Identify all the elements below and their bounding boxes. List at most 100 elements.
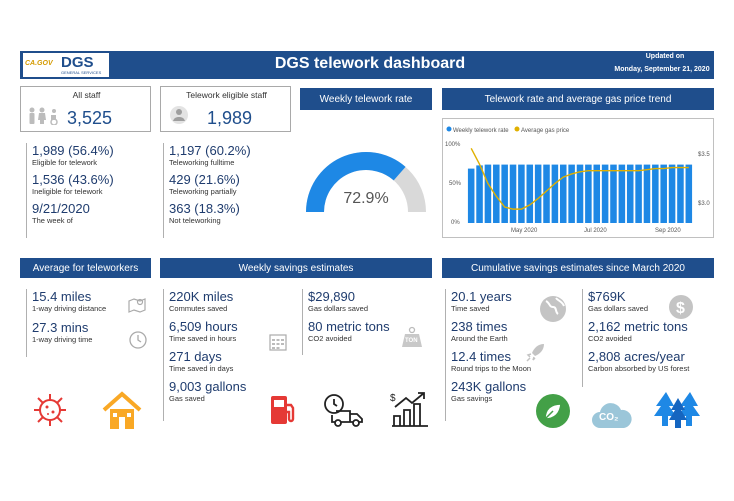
telework-rate-bar [493,164,500,223]
ton-label: TON [405,338,418,344]
telework-rate-bar [668,164,676,223]
map-pin-icon [127,295,147,320]
gas-price-line [470,148,689,210]
eligible-staff-value: 1,989 [207,108,253,128]
stat-item: 15.4 miles 1-way driving distance [32,289,107,313]
svg-text:$: $ [676,300,685,317]
co2-cloud-icon: CO₂ [590,400,634,435]
telework-rate-bar [652,164,659,223]
clock-icon [128,330,148,355]
ton-weight-icon: TON [400,326,424,353]
all-staff-label: All staff [72,90,101,100]
all-staff-card: All staff 3,525 [20,86,151,132]
telework-rate-bar [635,164,642,223]
stat-item: 6,509 hours Time saved in hours [169,319,238,343]
calendar-icon [268,332,288,357]
stat-item: 9,003 gallons Gas saved [169,379,247,403]
telework-rate-bar [626,164,634,223]
leaf-icon [535,393,571,434]
telework-rate-bar [484,164,492,223]
globe-icon [538,294,568,329]
telework-rate-bar [526,164,534,223]
eligible-staff-label: Telework eligible staff [186,90,267,100]
weekly-savings-col1: 220K miles Commutes saved 6,509 hours Time… [163,289,246,421]
svg-text:$: $ [390,393,396,404]
dgs-logo-sub: GENERAL SERVICES [61,70,102,75]
forest-icon [652,390,704,435]
eligible-staff-card: Telework eligible staff 1,989 [160,86,291,132]
telework-person-icon [169,105,189,130]
stat-item: 429 (21.6%) Teleworking partially [169,172,240,196]
teleworking-stats: 1,197 (60.2%) Teleworking fulltime 429 (2… [163,143,251,238]
telework-rate-bar [501,164,508,223]
stat-item: 1,536 (43.6%) Ineligible for telework [32,172,114,196]
trend-title: Telework rate and average gas price tren… [442,88,714,110]
stat-item: 2,808 acres/year Carbon absorbed by US fo… [588,349,690,373]
stat-item: 363 (18.3%) Not teleworking [169,201,240,225]
stat-item: 220K miles Commutes saved [169,289,234,313]
dollar-coin-icon: $ [668,294,694,325]
telework-rate-bar [685,164,693,223]
legend-telework: Weekly telework rate [453,128,509,134]
stat-item: 12.4 times Round trips to the Moon [451,349,532,373]
y-tick-50: 50% [449,181,462,187]
updated-label: Updated on [645,53,685,60]
logo: CA.GOV DGS GENERAL SERVICES [23,53,109,77]
telework-rate-bar [509,164,517,223]
stat-item: $769K Gas dollars saved [588,289,649,313]
gas-pump-icon [268,393,298,432]
delivery-truck-icon [322,393,368,432]
weekly-savings-col2: $29,890 Gas dollars saved 80 metric tons C… [302,289,390,355]
stat-item: 1,197 (60.2%) Teleworking fulltime [169,143,251,167]
stat-item: 80 metric tons CO2 avoided [308,319,390,343]
updated-date: Monday, September 21, 2020 [614,66,710,73]
stat-item: 2,162 metric tons CO2 avoided [588,319,688,343]
people-icon [27,107,61,130]
house-icon [100,390,144,437]
telework-rate-bar [476,165,483,223]
co2-label: CO₂ [599,412,619,423]
gauge: 72.9% [300,140,432,225]
telework-rate-bar [643,164,651,223]
trend-chart-panel: Weekly telework rate Average gas price 1… [442,118,714,238]
gauge-fill [306,151,406,212]
stat-item: 243K gallons Gas savings [451,379,527,403]
telework-rate-bar [551,164,559,223]
x-tick-may: May 2020 [511,228,538,234]
gauge-value: 72.9% [343,190,389,207]
telework-rate-bar [559,164,567,223]
telework-rate-bar [601,164,609,223]
page-title: DGS telework dashboard [274,55,466,72]
rocket-icon [524,340,548,369]
y-tick-right-35: $3.5 [698,152,710,158]
cumulative-title: Cumulative savings estimates since March… [442,258,714,278]
telework-rate-bar [593,164,601,223]
weekly-savings-title: Weekly savings estimates [160,258,432,278]
cumulative-col1: 20.1 years Time saved 238 times Around the… [445,289,531,421]
x-tick-jul: Jul 2020 [584,228,607,234]
y-tick-0: 0% [451,220,460,226]
telework-rate-bar [618,164,626,223]
ca-gov-logo: CA.GOV [25,60,53,67]
gauge-title: Weekly telework rate [300,88,432,110]
stat-item: 1,989 (56.4%) Eligible for telework [32,143,114,167]
telework-rate-bar [677,164,684,223]
eligibility-stats: 1,989 (56.4%) Eligible for telework 1,536… [26,143,114,238]
telework-rate-bar [660,164,667,223]
telework-rate-bar [568,164,575,223]
chart-legend: Weekly telework rate Average gas price [446,126,570,134]
legend-gas: Average gas price [521,128,570,134]
telework-rate-bar [543,164,550,223]
cumulative-col2: $769K Gas dollars saved 2,162 metric tons… [582,289,689,387]
all-staff-value: 3,525 [67,108,113,128]
telework-rate-bar [576,164,584,223]
dgs-logo-text: DGS [61,54,94,71]
savings-growth-icon: $ [390,392,430,433]
telework-rate-bar [518,164,525,223]
y-tick-right-30: $3.0 [698,201,710,207]
y-tick-100: 100% [445,142,461,148]
stat-item: 20.1 years Time saved [451,289,512,313]
x-tick-sep: Sep 2020 [655,228,681,234]
virus-icon [30,390,70,435]
stat-item: 9/21/2020 The week of [32,201,90,225]
